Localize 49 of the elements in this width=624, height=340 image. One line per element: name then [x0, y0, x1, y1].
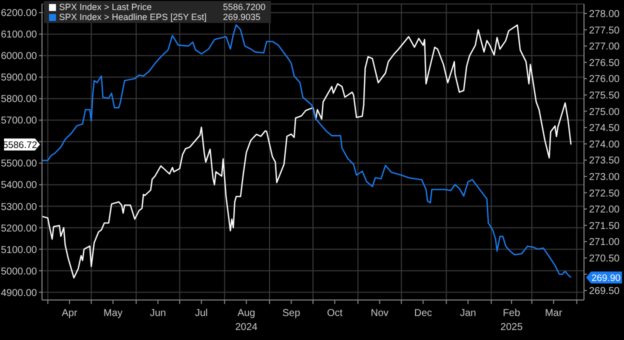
- annotation: 269.9035: [223, 12, 261, 22]
- x-tick-label: Mar: [544, 308, 563, 319]
- y2-tick-label: 271.00: [589, 237, 620, 248]
- x-tick-label: Feb 2025: [500, 308, 524, 333]
- y2-tick-label: 278.00: [589, 9, 620, 20]
- y2-tick-label: 276.00: [589, 74, 620, 86]
- y2-tick-label: 273.00: [589, 172, 620, 183]
- y2-tick-label: 274.50: [589, 123, 620, 134]
- x-tick-label: Nov: [370, 308, 389, 319]
- y2-tick-label: 272.00: [589, 204, 620, 216]
- y-tick-label: 5700.00: [0, 116, 38, 127]
- y-tick-label: 6200.00: [0, 8, 38, 20]
- y2-tick-label: 274.00: [589, 139, 620, 150]
- text: 269.90: [591, 273, 621, 284]
- x-tick-label: Jul: [195, 308, 208, 319]
- y-tick-label: 5800.00: [0, 94, 38, 106]
- y2-tick-label: 275.00: [589, 106, 620, 118]
- x-tick-label: Aug 2024: [235, 308, 258, 333]
- y2-tick-label: 275.50: [589, 90, 620, 102]
- y-tick-label: 6000.00: [0, 51, 38, 62]
- legend-label: SPX Index > Headline EPS [25Y Est]: [59, 12, 208, 22]
- y2-tick-label: 271.50: [589, 220, 620, 232]
- y2-tick-label: 276.50: [589, 58, 620, 69]
- y2-tick-label: 273.50: [589, 156, 620, 167]
- y-tick-label: 5400.00: [0, 180, 38, 192]
- text: 5586.72: [2, 140, 38, 152]
- y2-tick-label: 277.50: [589, 25, 620, 36]
- x-tick-label: Jan: [460, 308, 476, 319]
- y-tick-label: 5300.00: [0, 202, 38, 213]
- legend-label: SPX Index > Last Price: [59, 2, 153, 12]
- y-tick-label: 5200.00: [0, 223, 38, 234]
- y-tick-label: 5100.00: [0, 244, 38, 256]
- x-tick-label: Oct: [326, 308, 343, 319]
- y2-tick-label: 272.50: [589, 188, 620, 200]
- x-tick-label: Dec: [414, 308, 432, 319]
- y-tick-label: 6100.00: [0, 30, 38, 41]
- y2-tick-label: 269.50: [589, 286, 620, 298]
- line-series: [42, 24, 572, 278]
- y-tick-label: 5500.00: [0, 158, 38, 170]
- x-tick-label: May: [104, 308, 122, 319]
- y2-tick-label: 277.00: [589, 42, 620, 53]
- y-tick-label: 5900.00: [0, 72, 38, 84]
- x-tick-label: Jun: [150, 308, 166, 319]
- y-tick-label: 5000.00: [0, 266, 38, 278]
- x-tick-label: Apr: [62, 308, 78, 319]
- y-tick-label: 4900.00: [0, 288, 38, 299]
- x-tick-label: Sep: [282, 308, 301, 319]
- y2-tick-label: 270.50: [589, 253, 620, 264]
- annotation: 5586.7200: [223, 2, 266, 12]
